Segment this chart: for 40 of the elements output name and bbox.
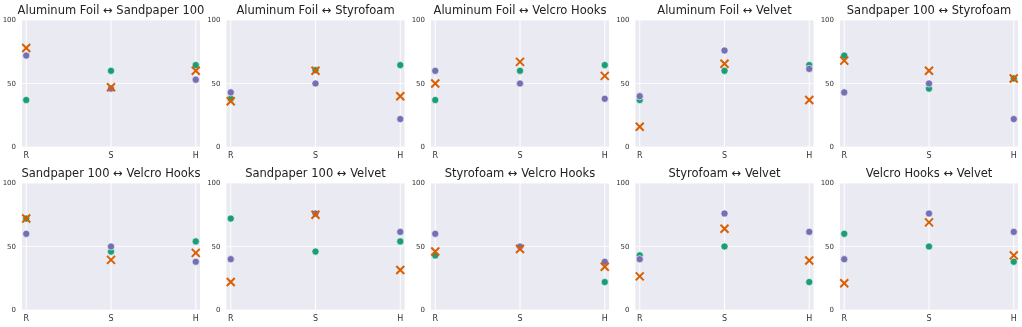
x-tick-label: S <box>517 314 523 323</box>
x-tick-label: R <box>636 151 643 160</box>
x-tick-label: H <box>806 151 813 160</box>
x-tick-label: H <box>192 314 199 323</box>
chart-title: Aluminum Foil ↔ Sandpaper 100 <box>17 3 205 17</box>
chart-title: Sandpaper 100 ↔ Velcro Hooks <box>21 166 201 180</box>
chart-title: Aluminum Foil ↔ Velvet <box>657 3 793 17</box>
x-tick-label: R <box>227 151 234 160</box>
chart-title: Styrofoam ↔ Velvet <box>668 166 782 180</box>
x-tick-label: S <box>517 151 523 160</box>
x-tick-label: R <box>432 151 439 160</box>
x-tick-label: S <box>926 314 932 323</box>
chart-title: Sandpaper 100 ↔ Velvet <box>245 166 387 180</box>
x-tick-label: S <box>312 314 319 323</box>
x-tick-label: R <box>432 314 439 323</box>
x-tick-label: H <box>1010 314 1017 323</box>
x-tick-label: R <box>227 314 234 323</box>
x-tick-label: R <box>636 314 643 323</box>
chart-title: Aluminum Foil ↔ Velcro Hooks <box>433 3 607 17</box>
x-tick-label: H <box>192 151 199 160</box>
x-tick-label: R <box>23 314 30 323</box>
chart-title: Sandpaper 100 ↔ Styrofoam <box>846 3 1012 17</box>
x-tick-label: S <box>721 314 728 323</box>
x-tick-label: S <box>926 151 932 160</box>
chart-title: Velcro Hooks ↔ Velvet <box>865 166 993 180</box>
x-tick-label: H <box>601 314 608 323</box>
x-tick-label: H <box>601 151 608 160</box>
x-tick-label: R <box>841 314 848 323</box>
x-tick-label: H <box>1010 151 1017 160</box>
x-tick-label: R <box>23 151 30 160</box>
x-tick-label: H <box>397 314 404 323</box>
x-tick-label: S <box>108 151 114 160</box>
x-tick-label: H <box>806 314 813 323</box>
x-tick-label: S <box>721 151 728 160</box>
x-tick-label: S <box>108 314 114 323</box>
x-tick-label: H <box>397 151 404 160</box>
x-tick-label: S <box>312 151 319 160</box>
x-tick-label: R <box>841 151 848 160</box>
chart-title: Styrofoam ↔ Velcro Hooks <box>444 166 596 180</box>
chart-title: Aluminum Foil ↔ Styrofoam <box>236 3 395 17</box>
